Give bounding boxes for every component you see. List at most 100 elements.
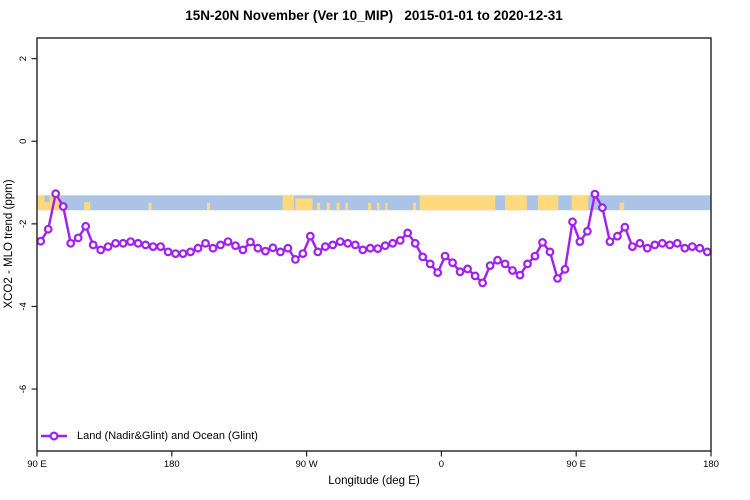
land-segment [619,202,625,211]
data-point [305,231,315,241]
land-segment [84,202,91,211]
land-segment [317,202,321,211]
land-segment [336,202,340,211]
data-point [88,240,98,250]
data-point [283,243,293,253]
data-point [523,259,532,269]
data-point [560,264,570,274]
data-point [163,247,173,257]
data-point [268,243,278,253]
data-point [605,237,615,247]
data-point [380,241,390,251]
land-segment [412,202,416,211]
data-point [598,203,607,213]
data-point [216,240,225,250]
data-point [642,243,652,253]
data-point [141,240,151,250]
data-point [433,268,443,278]
data-point [613,231,622,241]
data-point [148,242,158,252]
x-tick-label: 90 E [566,459,586,470]
y-tick-label: -6 [18,385,29,393]
land-segment [571,195,589,211]
data-point [223,237,233,247]
land-segment [37,195,45,211]
data-point [335,237,345,247]
data-point [478,278,488,288]
y-tick-label: 2 [18,56,29,61]
data-point [448,258,458,268]
legend-open-circle-icon [49,431,59,441]
x-tick-label: 180 [703,459,719,470]
data-point [156,242,166,252]
data-point [425,259,435,269]
data-point [657,238,667,248]
data-point [238,245,248,255]
land-segment [419,195,496,211]
data-point [350,240,360,250]
data-point [320,242,330,252]
legend: Land (Nadir&Glint) and Ocean (Glint) [40,430,258,442]
data-point [118,238,128,248]
x-tick-label: 180 [164,459,180,470]
data-point [111,238,120,248]
land-segment [206,202,210,211]
ocean-band [37,195,711,211]
data-point [418,252,428,262]
data-point [485,261,495,271]
data-point [51,189,61,199]
data-point [530,251,540,261]
data-point [702,247,712,257]
data-point [96,245,106,255]
data-point [575,237,585,247]
land-segment [282,195,294,211]
data-point [410,238,420,248]
land-segment [148,202,152,211]
data-point [568,217,577,227]
land-segment [345,202,348,211]
data-point [672,238,682,248]
x-tick-label: 0 [439,459,444,470]
data-point [493,255,503,265]
data-point [171,249,180,259]
y-tick-label: -2 [18,220,29,228]
data-point [81,221,91,231]
land-segment [368,202,372,211]
data-point [463,264,473,274]
data-point [66,238,76,248]
data-point [208,243,218,253]
data-point [291,255,300,264]
data-point [553,274,562,283]
data-point [470,271,480,281]
data-point [590,189,600,199]
data-point [650,240,660,250]
y-tick-label: 0 [18,139,29,144]
data-point [583,226,592,236]
data-point [508,266,517,275]
data-point [328,240,338,250]
data-point [245,237,255,247]
land-segment [376,202,380,211]
data-point [133,238,143,248]
x-axis-label: Longitude (deg E) [328,475,420,487]
data-point [373,244,383,254]
land-segment [44,202,50,211]
data-point [58,202,68,211]
data-point [538,237,547,247]
data-point [395,235,405,245]
data-point [635,238,645,248]
data-point [43,224,53,234]
data-point [253,243,263,253]
land-segment [326,202,330,211]
land-segment [538,195,559,211]
data-point [73,233,83,243]
data-point [455,267,465,277]
data-point [687,242,697,252]
land-segment [295,198,313,211]
data-point [620,222,630,232]
data-point [365,243,375,253]
land-segment [385,202,388,211]
data-point [680,243,690,253]
